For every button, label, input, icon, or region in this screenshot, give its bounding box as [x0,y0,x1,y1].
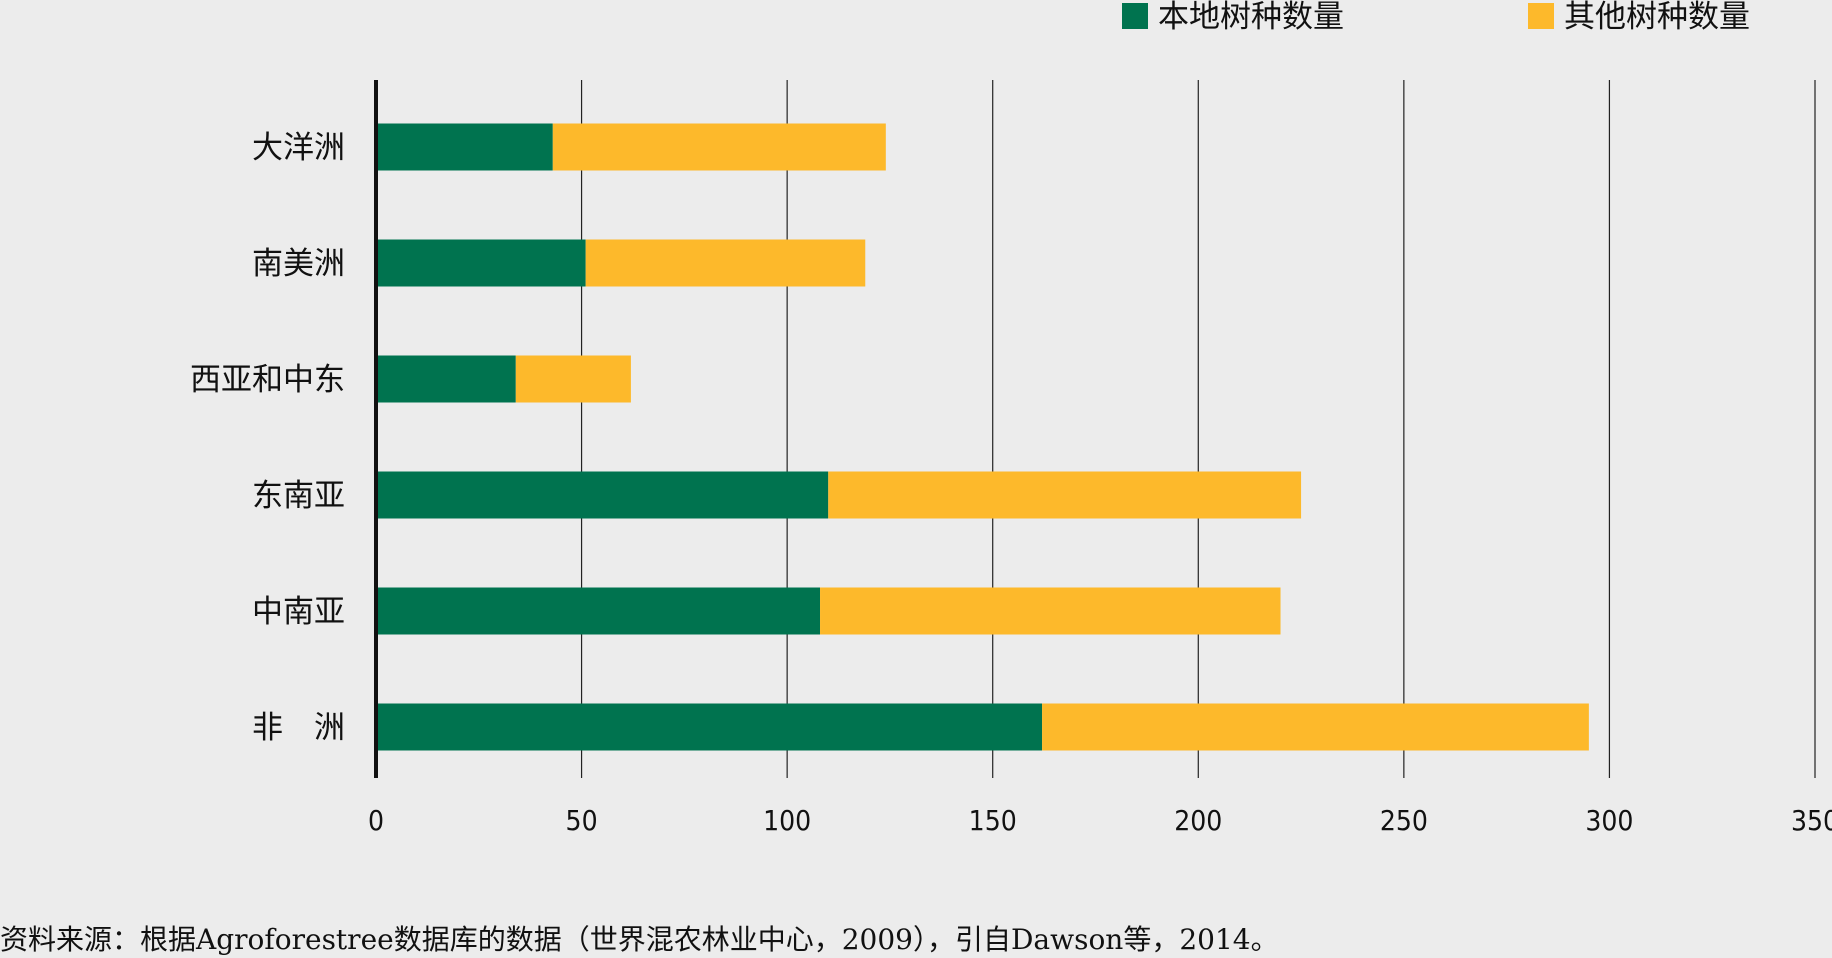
bar-segment [376,123,553,171]
legend-label: 本地树种数量 [1158,0,1344,35]
legend: 本地树种数量 其他树种数量 [1122,0,1750,35]
x-tick-label: 50 [566,804,598,837]
x-tick-label: 250 [1380,804,1428,837]
x-tick-label: 150 [969,804,1017,837]
legend-swatch [1528,3,1554,29]
category-label: 大洋洲 [252,130,345,166]
category-label: 中南亚 [252,594,345,630]
bar-segment [376,703,1043,751]
bar-segment [376,239,586,287]
category-label: 东南亚 [252,478,345,514]
bar-segment [1042,703,1589,751]
category-label: 非 洲 [252,710,345,746]
legend-swatch [1122,3,1148,29]
category-label: 南美洲 [252,246,345,282]
bar-segment [820,587,1281,635]
bar-segment [376,587,821,635]
x-tick-label: 200 [1174,804,1222,837]
bar-segment [585,239,866,287]
x-tick-labels: 0 50 100 150 200 250 300 350 [368,804,1832,837]
x-tick-label: 300 [1585,804,1633,837]
bars [376,123,1589,751]
x-tick-label: 350 [1791,804,1832,837]
x-tick-label: 100 [763,804,811,837]
source-note: 资料来源：根据Agroforestree数据库的数据（世界混农林业中心，2009… [0,923,1279,956]
bar-segment [515,355,631,403]
gridlines [580,80,1816,778]
bar-segment [376,471,829,519]
legend-label: 其他树种数量 [1564,0,1750,35]
bar-segment [376,355,516,403]
category-label: 西亚和中东 [190,362,345,398]
bar-segment [828,471,1302,519]
x-tick-label: 0 [368,804,384,837]
bar-segment [552,123,886,171]
